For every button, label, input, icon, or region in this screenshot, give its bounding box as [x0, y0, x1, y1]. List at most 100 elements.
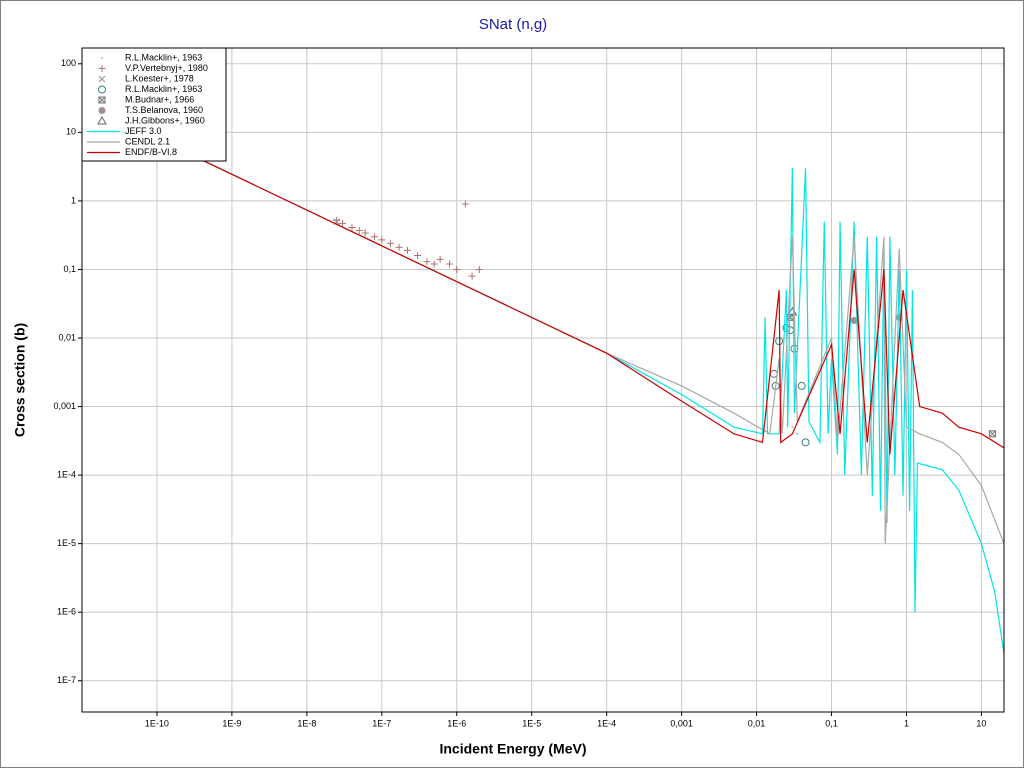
y-tick-label: 100 [61, 58, 76, 68]
marker [355, 226, 363, 234]
marker [446, 260, 454, 268]
marker [791, 426, 794, 429]
legend-label: J.H.Gibbons+, 1960 [125, 115, 205, 125]
marker-shape [101, 57, 103, 59]
grid [82, 48, 1004, 712]
x-tick-label: 1 [904, 718, 909, 728]
marker-shape [436, 255, 444, 263]
x-tick-label: 0,001 [670, 718, 693, 728]
marker-shape [461, 200, 469, 208]
y-tick-label: 1 [71, 195, 76, 205]
marker-shape [791, 426, 794, 429]
axes: 1E-10 1E-9 1E-8 1E-7 1E-6 1E-5 1E-4 0,001 0,01 0,… [53, 58, 986, 728]
marker-shape [386, 239, 394, 247]
marker [850, 316, 858, 324]
marker-shape [98, 96, 106, 104]
x-tick-label: 0,01 [748, 718, 766, 728]
marker [98, 96, 106, 104]
series-line [82, 102, 1004, 455]
marker-shape [801, 438, 810, 447]
marker-shape [333, 216, 341, 224]
legend-label: R.L.Macklin+, 1963 [125, 84, 202, 94]
marker [97, 115, 107, 125]
marker-shape [403, 246, 411, 254]
legend-label: T.S.Belanova, 1960 [125, 105, 203, 115]
y-tick-label: 10 [66, 127, 76, 137]
marker-shape [414, 251, 422, 259]
legend-label: R.L.Macklin+, 1963 [125, 52, 202, 62]
marker-shape [988, 430, 996, 438]
chart-title: SNat (n,g) [479, 16, 547, 33]
marker [371, 233, 379, 241]
x-tick-label: 1E-7 [372, 718, 391, 728]
marker-shape [446, 260, 454, 268]
marker [797, 381, 806, 390]
marker-shape [355, 226, 363, 234]
marks [82, 102, 1004, 654]
marker [468, 272, 476, 280]
marker [988, 430, 996, 438]
legend-label: CENDL 2.1 [125, 136, 170, 146]
marker-shape [423, 258, 431, 266]
y-tick-label: 1E-4 [57, 469, 76, 479]
x-tick-label: 1E-6 [447, 718, 466, 728]
y-tick-label: 0,01 [58, 332, 76, 342]
marker-shape [378, 236, 386, 244]
marker-shape [371, 233, 379, 241]
y-tick-label: 0,1 [63, 264, 76, 274]
x-axis-title: Incident Energy (MeV) [439, 741, 586, 757]
marker [339, 219, 347, 227]
x-tick-label: 1E-4 [597, 718, 616, 728]
marker [461, 200, 469, 208]
marker [98, 65, 106, 72]
marker-shape [797, 381, 806, 390]
y-tick-label: 1E-6 [57, 607, 76, 617]
legend-label: V.P.Vertebnyj+, 1980 [125, 63, 208, 73]
marker [348, 223, 356, 231]
x-tick-label: 1E-9 [222, 718, 241, 728]
marker [475, 265, 483, 273]
x-tick-label: 1E-8 [297, 718, 316, 728]
marker-shape [348, 223, 356, 231]
marker-shape [796, 432, 799, 435]
y-tick-label: 1E-7 [57, 675, 76, 685]
marker-shape [850, 316, 858, 324]
legend-label: JEFF 3.0 [125, 126, 162, 136]
marker-shape [475, 265, 483, 273]
marker-shape [98, 107, 106, 114]
marker [430, 260, 438, 268]
marker [101, 57, 103, 59]
plot-area [82, 48, 1004, 712]
marker [333, 216, 341, 224]
marker [395, 243, 403, 251]
marker-shape [98, 96, 106, 104]
x-tick-label: 1E-5 [522, 718, 541, 728]
marker [436, 255, 444, 263]
series-line [82, 102, 1004, 654]
marker-shape [98, 85, 106, 94]
marker-shape [98, 75, 106, 83]
y-tick-label: 0,001 [53, 401, 76, 411]
marker [98, 107, 106, 114]
x-tick-label: 0,1 [825, 718, 838, 728]
legend-label: ENDF/B-VI.8 [125, 147, 177, 157]
marker [414, 251, 422, 259]
y-axis-title: Cross section (b) [12, 323, 28, 437]
marker-shape [453, 265, 461, 273]
x-tick-label: 10 [976, 718, 986, 728]
marker-shape [430, 260, 438, 268]
marker-shape [395, 243, 403, 251]
marker-shape [468, 272, 476, 280]
marker [403, 246, 411, 254]
y-tick-label: 1E-5 [57, 538, 76, 548]
marker-shape [361, 229, 369, 237]
marker-shape [989, 430, 996, 438]
marker [98, 85, 106, 94]
marker [386, 239, 394, 247]
marker-shape [98, 65, 106, 72]
marker [801, 438, 810, 447]
marker [378, 236, 386, 244]
marker-shape [97, 115, 107, 125]
